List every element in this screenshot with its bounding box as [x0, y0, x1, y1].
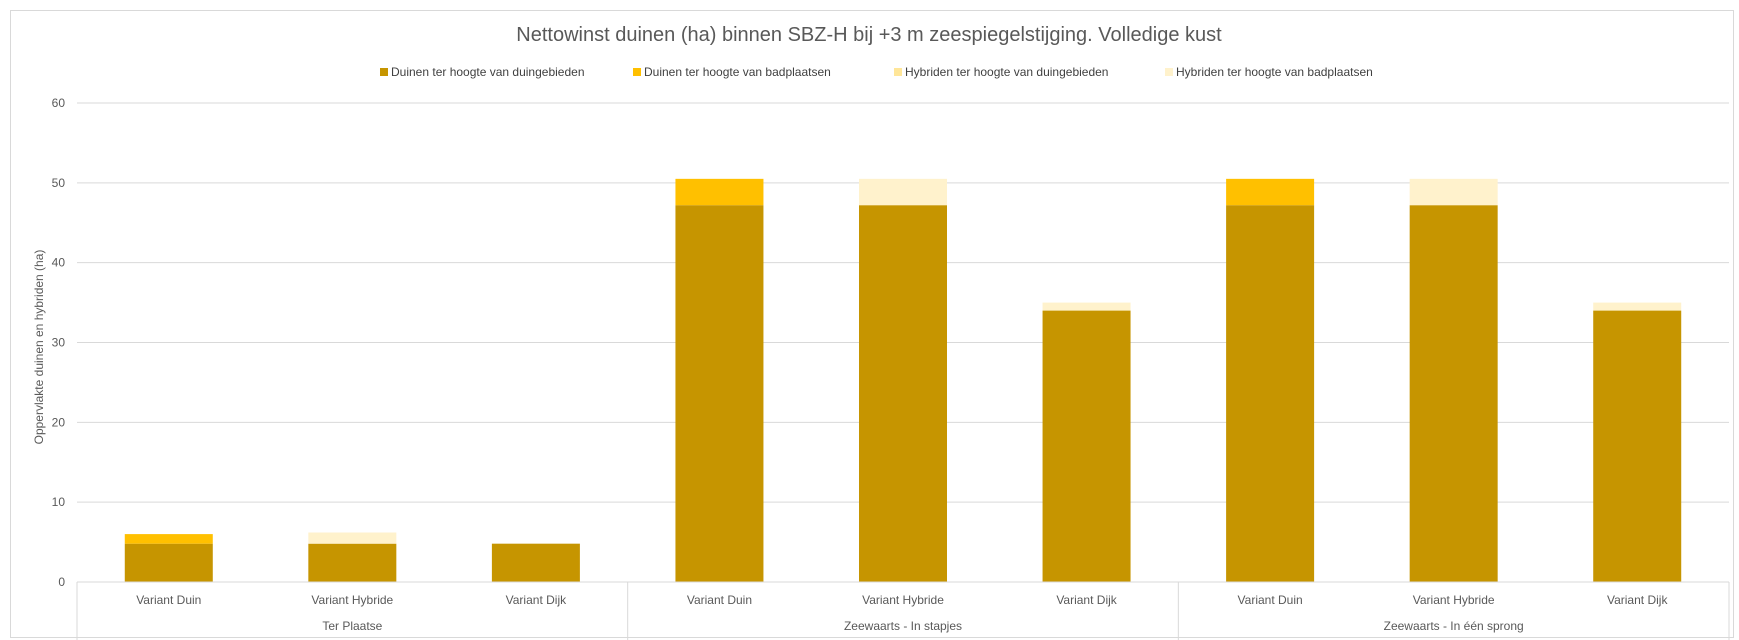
x-tick-label: Variant Duin: [1238, 593, 1303, 607]
bar-segment-series-4: [1593, 302, 1682, 311]
y-axis-label: Oppervlakte duinen en hybriden (ha): [32, 250, 46, 445]
y-tick-label: 40: [52, 256, 66, 270]
y-tick-label: 60: [52, 96, 66, 110]
x-group-label: Zeewaarts - In één sprong: [1384, 619, 1524, 633]
bar-segment-series-2: [675, 178, 764, 206]
legend-label: Hybriden ter hoogte van badplaatsen: [1176, 65, 1373, 79]
bar-segment-series-1: [124, 543, 213, 582]
legend-swatch: [1165, 68, 1173, 76]
bar-segment-series-2: [124, 534, 213, 544]
x-axis: Variant Duin Variant Hybride Variant Dijk V…: [76, 581, 1730, 640]
legend-swatch: [894, 68, 902, 76]
x-tick-label: Variant Duin: [687, 593, 752, 607]
y-tick-label: 50: [52, 176, 66, 190]
x-group-label: Ter Plaatse: [322, 619, 382, 633]
bar-segment-series-4: [1042, 302, 1131, 311]
y-tick-label: 20: [52, 415, 66, 429]
bar-segment-series-2: [1226, 178, 1315, 206]
x-tick-label: Variant Hybride: [311, 593, 393, 607]
x-tick-label: Variant Hybride: [862, 593, 944, 607]
bar-segment-series-4: [1409, 178, 1498, 206]
x-tick-label: Variant Duin: [136, 593, 201, 607]
y-tick-label: 10: [52, 495, 66, 509]
bar-segment-series-1: [1409, 205, 1498, 583]
x-tick-label: Variant Dijk: [1607, 593, 1668, 607]
legend-label: Hybriden ter hoogte van duingebieden: [905, 65, 1108, 79]
x-tick-label: Variant Dijk: [1056, 593, 1117, 607]
legend-label: Duinen ter hoogte van badplaatsen: [644, 65, 831, 79]
y-tick-label: 0: [58, 575, 65, 589]
y-axis-ticks: 0 10 20 30 40 50 60: [52, 96, 66, 589]
bar-segment-series-1: [491, 543, 580, 582]
x-tick-label: Variant Hybride: [1413, 593, 1495, 607]
x-group-label: Zeewaarts - In stapjes: [844, 619, 962, 633]
legend-swatch: [633, 68, 641, 76]
bar-segment-series-1: [308, 543, 397, 582]
legend-label: Duinen ter hoogte van duingebieden: [391, 65, 585, 79]
bar-segment-series-1: [1593, 310, 1682, 582]
bar-segment-series-1: [1226, 205, 1315, 583]
y-tick-label: 30: [52, 336, 66, 350]
bar-segment-series-1: [675, 205, 764, 583]
x-tick-label: Variant Dijk: [506, 593, 567, 607]
legend: Duinen ter hoogte van duingebieden Duinen…: [380, 65, 1373, 79]
legend-swatch: [380, 68, 388, 76]
bar-segment-series-4: [308, 532, 397, 544]
bar-segment-series-1: [1042, 310, 1131, 582]
chart-title: Nettowinst duinen (ha) binnen SBZ-H bij …: [516, 24, 1222, 46]
bar-segment-series-4: [859, 178, 947, 206]
chart-frame: [10, 10, 1734, 638]
bars: [124, 178, 1682, 583]
bar-segment-series-1: [859, 205, 947, 583]
